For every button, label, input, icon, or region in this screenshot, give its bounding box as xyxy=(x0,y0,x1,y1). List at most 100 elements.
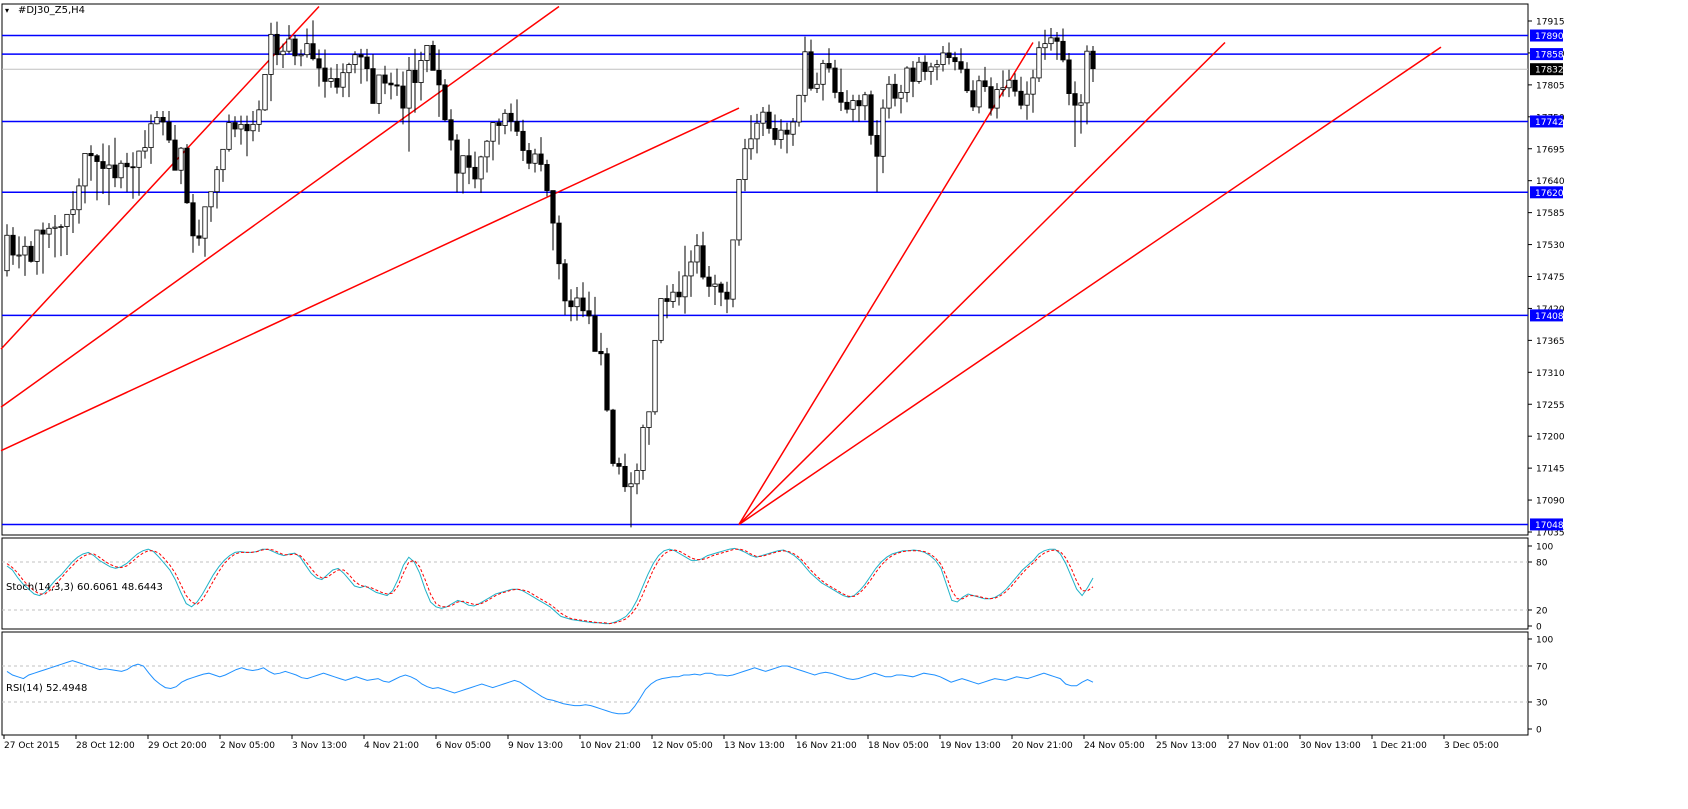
candle-up xyxy=(688,261,694,277)
candle-up xyxy=(64,213,70,227)
candle-up xyxy=(532,153,538,164)
candle-down xyxy=(430,44,436,71)
candle-down xyxy=(826,62,832,69)
candle-up xyxy=(304,43,310,56)
candle-down xyxy=(94,155,100,162)
candle-up xyxy=(268,33,274,75)
candle-up xyxy=(934,64,940,68)
y-tick-label: 17310 xyxy=(1536,369,1565,379)
x-tick-label: 9 Nov 13:00 xyxy=(508,741,563,751)
candle-down xyxy=(718,283,724,293)
candle-down xyxy=(112,164,118,179)
candle-down xyxy=(874,134,880,157)
indicator-y-label: 0 xyxy=(1536,623,1542,633)
candle-up xyxy=(226,122,232,150)
candle-down xyxy=(172,139,178,171)
candle-up xyxy=(262,74,268,111)
candle-down xyxy=(922,61,928,72)
candle-down xyxy=(946,52,952,58)
candle-down xyxy=(184,147,190,204)
candle-down xyxy=(334,78,340,88)
chart-title: #DJ30_Z5,H4 xyxy=(18,5,85,16)
x-tick-label: 10 Nov 21:00 xyxy=(580,741,641,751)
candle-up xyxy=(4,234,10,272)
candle-up xyxy=(658,298,664,341)
triangle-down-icon[interactable]: ▾ xyxy=(5,6,9,15)
candle-down xyxy=(724,291,730,300)
candle-down xyxy=(232,122,238,130)
trendline xyxy=(0,5,560,408)
candle-up xyxy=(694,245,700,263)
x-tick-label: 4 Nov 21:00 xyxy=(364,741,419,751)
candle-up xyxy=(760,111,766,124)
candle-down xyxy=(40,229,46,235)
level-tag xyxy=(1530,115,1563,128)
y-tick-label: 17530 xyxy=(1536,241,1565,251)
rsi-title: RSI(14) 52.4948 xyxy=(6,683,87,694)
candle-down xyxy=(550,190,556,224)
level-tag xyxy=(1530,518,1563,531)
candle-down xyxy=(190,202,196,237)
indicator-y-label: 20 xyxy=(1536,607,1548,617)
candle-down xyxy=(28,245,34,262)
candle-down xyxy=(1012,79,1018,92)
candle-up xyxy=(376,74,382,104)
y-tick-label: 17640 xyxy=(1536,177,1565,187)
candle-down xyxy=(544,164,550,191)
indicator-y-label: 30 xyxy=(1536,699,1548,709)
candle-up xyxy=(346,64,352,74)
candle-down xyxy=(322,67,328,82)
candle-down xyxy=(910,67,916,82)
candle-down xyxy=(10,234,16,256)
x-tick-label: 24 Nov 05:00 xyxy=(1084,741,1145,751)
candle-down xyxy=(838,92,844,103)
candle-down xyxy=(958,61,964,70)
candle-up xyxy=(208,191,214,208)
rsi-panel-frame xyxy=(1,631,1529,736)
candle-down xyxy=(562,263,568,302)
x-tick-label: 27 Nov 01:00 xyxy=(1228,741,1289,751)
candle-down xyxy=(466,155,472,168)
candle-up xyxy=(76,185,82,211)
candle-up xyxy=(478,156,484,180)
candle-down xyxy=(394,84,400,87)
candle-up xyxy=(1084,50,1090,104)
candle-down xyxy=(358,54,364,58)
support-resistance-levels[interactable] xyxy=(2,34,1528,526)
candle-down xyxy=(436,69,442,86)
candle-down xyxy=(196,235,202,239)
candle-down xyxy=(370,68,376,104)
level-tag-label: 17890 xyxy=(1535,32,1564,42)
y-tick-label: 17695 xyxy=(1536,145,1565,155)
candle-down xyxy=(310,43,316,60)
candle-up xyxy=(142,147,148,152)
candle-up xyxy=(154,116,160,125)
candle-down xyxy=(388,82,394,86)
trendlines[interactable] xyxy=(0,5,1442,526)
y-tick-label: 17365 xyxy=(1536,337,1565,347)
level-tag-label: 17048 xyxy=(1535,521,1564,531)
candle-up xyxy=(286,38,292,52)
candle-up xyxy=(22,245,28,256)
candle-up xyxy=(904,67,910,93)
candle-up xyxy=(742,148,748,180)
candle-down xyxy=(622,465,628,488)
signal-line xyxy=(6,548,1094,625)
stochastic-panel: 0 20 80 100 xyxy=(2,543,1553,633)
candle-down xyxy=(706,276,712,287)
candle-up xyxy=(118,162,124,179)
candle-up xyxy=(796,94,802,123)
candle-down xyxy=(970,90,976,108)
candle-up xyxy=(220,148,226,171)
level-tag-label: 17858 xyxy=(1535,51,1564,61)
rsi-panel: 0 30 70 100 xyxy=(2,636,1553,736)
candle-down xyxy=(1090,50,1096,70)
candle-up xyxy=(1006,79,1012,89)
candle-down xyxy=(856,100,862,107)
trendline xyxy=(0,107,740,452)
candle-up xyxy=(340,72,346,88)
candle-up xyxy=(862,94,868,107)
candle-up xyxy=(502,112,508,126)
y-tick-label: 17475 xyxy=(1536,273,1565,283)
